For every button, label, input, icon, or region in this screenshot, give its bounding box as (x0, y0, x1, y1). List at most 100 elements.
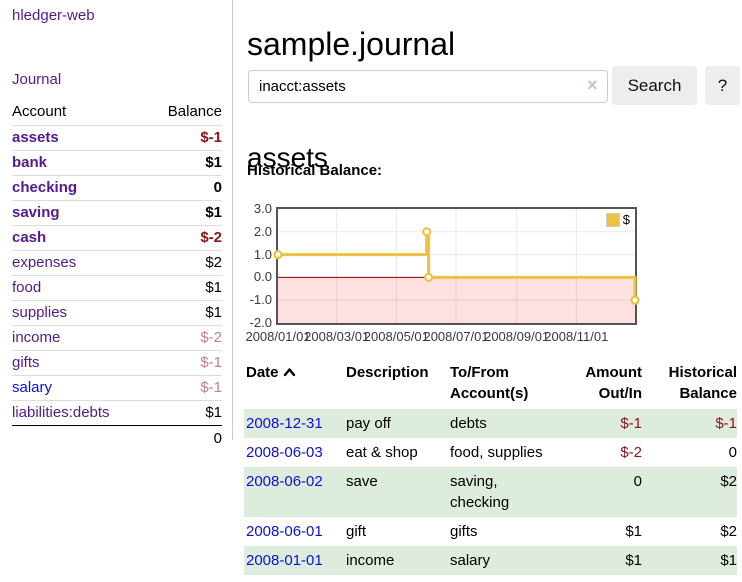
transaction-date-link[interactable]: 2008-01-01 (246, 552, 323, 569)
help-button[interactable]: ? (705, 66, 740, 105)
account-balance: $-2 (152, 325, 222, 351)
legend-swatch-icon (605, 212, 620, 227)
sidebar-account-link[interactable]: assets (12, 129, 59, 146)
chart-plot-area: $ (273, 207, 640, 325)
register-cell-account: gifts (450, 523, 478, 540)
sidebar-account-link[interactable]: cash (12, 229, 47, 246)
y-tick-label: 3.0 (253, 201, 272, 216)
register-header-amount: Amount Out/In (585, 364, 642, 402)
register-row: 2008-01-01 income salary $1 $1 (244, 546, 737, 575)
register-cell-balance: $2 (720, 473, 737, 490)
account-balance: $-1 (152, 350, 222, 376)
x-tick-label: 2008/01/01 (245, 329, 311, 344)
transaction-date-link[interactable]: 2008-06-03 (246, 444, 323, 461)
sidebar-account-link[interactable]: liabilities:debts (12, 404, 110, 421)
x-tick-label: 2008/05/01 (363, 329, 429, 344)
account-row: cash $-2 (12, 225, 222, 251)
account-balance: $-1 (152, 375, 222, 401)
register-header-account: To/From Account(s) (450, 364, 529, 402)
register-cell-account: food, supplies (450, 444, 543, 461)
account-row: salary $-1 (12, 375, 222, 401)
register-cell-amount: $1 (625, 552, 642, 569)
account-balance: $1 (152, 200, 222, 226)
sidebar-account-link[interactable]: checking (12, 179, 78, 196)
page-title: sample.journal (247, 26, 456, 63)
chart-canvas (273, 209, 640, 323)
x-tick-label: 2008/11/01 (544, 329, 609, 344)
register-table-body: 2008-12-31 pay off debts $-1 $-1 2008-06-03 ea… (244, 409, 737, 575)
register-cell-balance: $2 (720, 523, 737, 540)
search-button[interactable]: Search (612, 66, 697, 105)
app-brand-link[interactable]: hledger-web (12, 7, 95, 24)
clear-search-icon[interactable]: × (587, 75, 598, 95)
register-cell-description: save (346, 473, 378, 490)
account-balance: $1 (152, 300, 222, 326)
register-cell-description: gift (346, 523, 367, 540)
register-cell-account: saving, checking (450, 473, 510, 511)
register-cell-description: pay off (346, 415, 391, 432)
account-balance: $1 (152, 150, 222, 176)
account-page-title: assets (247, 142, 328, 174)
account-balance: $-1 (152, 125, 222, 151)
register-cell-amount: 0 (633, 473, 642, 490)
register-row: 2008-12-31 pay off debts $-1 $-1 (244, 409, 737, 438)
account-row: gifts $-1 (12, 350, 222, 376)
sidebar-account-link[interactable]: expenses (12, 254, 77, 271)
accounts-header-account: Account (12, 100, 152, 126)
date-sort-link[interactable]: Date (246, 364, 296, 381)
register-row: 2008-06-01 gift gifts $1 $2 (244, 517, 737, 546)
sidebar-account-link[interactable]: income (12, 329, 61, 346)
sort-ascending-icon (283, 368, 295, 377)
register-cell-amount: $1 (625, 523, 642, 540)
sidebar-divider (232, 0, 233, 440)
y-tick-label: 0.0 (253, 269, 272, 285)
accounts-table: Account Balance assets $-1 bank $1 checking 0… (12, 100, 222, 452)
sidebar-account-link[interactable]: bank (12, 154, 48, 171)
register-cell-account: debts (450, 415, 487, 432)
account-row: liabilities:debts $1 (12, 400, 222, 426)
account-row: expenses $2 (12, 250, 222, 276)
register-table: Date Description To/From Account(s) Amou… (244, 362, 737, 575)
account-balance: $1 (152, 275, 222, 301)
account-row: supplies $1 (12, 300, 222, 326)
account-row: food $1 (12, 275, 222, 301)
account-balance: $1 (152, 400, 222, 426)
transaction-date-link[interactable]: 2008-06-01 (246, 523, 323, 540)
sidebar-account-link[interactable]: saving (12, 204, 60, 221)
transaction-date-link[interactable]: 2008-06-02 (246, 473, 323, 490)
search-input[interactable] (248, 70, 608, 103)
y-tick-label: -2.0 (249, 315, 272, 330)
account-row: income $-2 (12, 325, 222, 351)
accounts-total-balance: 0 (213, 430, 222, 447)
y-tick-label: 1.0 (253, 246, 272, 262)
register-header-balance: Historical Balance (668, 364, 737, 402)
register-row: 2008-06-03 eat & shop food, supplies $-2 0 (244, 438, 737, 467)
register-cell-amount: $-1 (620, 415, 642, 432)
account-balance: $-2 (152, 225, 222, 251)
account-row: assets $-1 (12, 125, 222, 151)
register-cell-description: eat & shop (346, 444, 418, 461)
register-cell-balance: $1 (720, 552, 737, 569)
register-row: 2008-06-02 save saving, checking 0 $2 (244, 467, 737, 517)
accounts-panel: Account Balance assets $-1 bank $1 checking 0… (12, 100, 222, 452)
account-balance: $2 (152, 250, 222, 276)
legend-label: $ (622, 212, 630, 227)
register-cell-description: income (346, 552, 395, 569)
sidebar-item-journal[interactable]: Journal (12, 71, 62, 88)
register-cell-account: salary (450, 552, 491, 569)
historical-balance-label: Historical Balance: (247, 162, 383, 179)
sidebar-account-link[interactable]: salary (12, 379, 53, 396)
transaction-date-link[interactable]: 2008-12-31 (246, 415, 323, 432)
account-row: bank $1 (12, 150, 222, 176)
historical-balance-chart: $ 3.0 2.0 1.0 0.0 -1.0 -2.0 2008/01/01 2008/03… (240, 201, 640, 349)
sidebar-account-link[interactable]: gifts (12, 354, 40, 371)
register-cell-balance: 0 (728, 444, 737, 461)
sidebar-account-link[interactable]: supplies (12, 304, 68, 321)
sidebar-account-link[interactable]: food (12, 279, 42, 296)
accounts-header-balance: Balance (152, 100, 222, 126)
register-cell-amount: $-2 (620, 444, 642, 461)
register-header-description: Description (346, 364, 429, 381)
register-header-date: Date (244, 362, 344, 409)
register-cell-balance: $-1 (715, 415, 737, 432)
